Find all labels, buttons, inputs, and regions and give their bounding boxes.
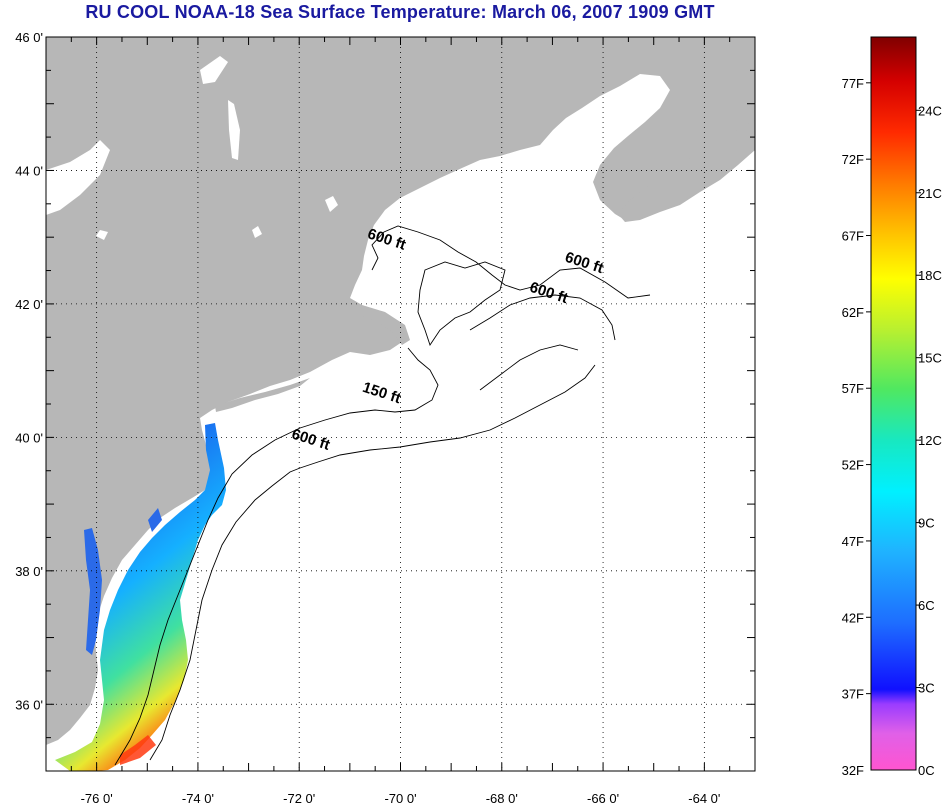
contour-gulf-basin bbox=[417, 261, 506, 347]
contour-600ft-shelf bbox=[149, 364, 596, 761]
colorbar-label-c: 15C bbox=[918, 351, 942, 366]
lake-champlain bbox=[228, 100, 240, 160]
land-nova-scotia bbox=[618, 120, 755, 222]
lat-tick-label: 40 0' bbox=[15, 430, 43, 445]
sst-warm-core bbox=[120, 735, 156, 765]
map-title: RU COOL NOAA-18 Sea Surface Temperature:… bbox=[85, 2, 715, 22]
lon-tick-label: -70 0' bbox=[384, 791, 416, 806]
lake-north bbox=[200, 56, 228, 84]
colorbar-label-f: 62F bbox=[842, 305, 864, 320]
bathymetry-contours bbox=[114, 225, 651, 766]
colorbar-label-c: 3C bbox=[918, 681, 935, 696]
sst-swath bbox=[55, 423, 226, 771]
colorbar-label-c: 9C bbox=[918, 516, 935, 531]
land-long-island bbox=[215, 378, 310, 412]
colorbar-fahrenheit-labels: 77F 72F 67F 62F 57F 52F 47F 42F 37F 32F bbox=[842, 76, 864, 778]
lat-tick-label: 42 0' bbox=[15, 297, 43, 312]
colorbar-label-c: 21C bbox=[918, 186, 942, 201]
axis-ticks bbox=[45, 36, 756, 772]
delaware-bay bbox=[148, 508, 162, 532]
lon-tick-label: -64 0' bbox=[688, 791, 720, 806]
colorbar-label-f: 67F bbox=[842, 229, 864, 244]
lon-tick-label: -76 0' bbox=[81, 791, 113, 806]
lake-winnipesaukee bbox=[252, 226, 262, 238]
lat-axis-labels: 46 0' 44 0' 42 0' 40 0' 38 0' 36 0' bbox=[15, 30, 43, 712]
contour-600ft-inner bbox=[469, 294, 616, 341]
lon-tick-label: -74 0' bbox=[182, 791, 214, 806]
colorbar-label-f: 77F bbox=[842, 76, 864, 91]
colorbar-label-c: 6C bbox=[918, 598, 935, 613]
lake-moosehead bbox=[325, 196, 338, 212]
colorbar-celsius-labels: 24C 21C 18C 15C 12C 9C 6C 3C 0C bbox=[918, 103, 942, 778]
chesapeake-bay bbox=[84, 528, 102, 655]
colorbar-label-c: 0C bbox=[918, 763, 935, 778]
map-area bbox=[46, 37, 755, 771]
colorbar: 77F 72F 67F 62F 57F 52F 47F 42F 37F 32F 24C 21C 18C… bbox=[842, 36, 942, 778]
contour-georges bbox=[479, 344, 579, 391]
colorbar-label-f: 57F bbox=[842, 381, 864, 396]
colorbar-label-f: 47F bbox=[842, 534, 864, 549]
contour-600ft-gulf bbox=[371, 225, 651, 299]
lon-tick-label: -68 0' bbox=[486, 791, 518, 806]
colorbar-gradient bbox=[870, 36, 917, 771]
lake-east bbox=[96, 230, 108, 240]
colorbar-ticks bbox=[866, 82, 921, 695]
land-cape-cod bbox=[362, 305, 410, 345]
colorbar-label-c: 24C bbox=[918, 103, 942, 118]
colorbar-label-f: 52F bbox=[842, 458, 864, 473]
lake-ontario bbox=[46, 140, 110, 215]
grid-lines bbox=[46, 37, 755, 771]
land-mainland bbox=[46, 37, 755, 745]
lon-tick-label: -66 0' bbox=[587, 791, 619, 806]
lat-tick-label: 38 0' bbox=[15, 564, 43, 579]
colorbar-label-f: 32F bbox=[842, 763, 864, 778]
lat-tick-label: 44 0' bbox=[15, 163, 43, 178]
colorbar-label-c: 18C bbox=[918, 268, 942, 283]
contour-150ft bbox=[114, 347, 439, 766]
lon-axis-labels: -76 0' -74 0' -72 0' -70 0' -68 0' -66 0' -64 … bbox=[81, 791, 721, 806]
lat-tick-label: 46 0' bbox=[15, 30, 43, 45]
colorbar-label-c: 12C bbox=[918, 433, 942, 448]
lon-tick-label: -72 0' bbox=[283, 791, 315, 806]
colorbar-label-f: 72F bbox=[842, 152, 864, 167]
colorbar-label-f: 37F bbox=[842, 687, 864, 702]
lat-tick-label: 36 0' bbox=[15, 697, 43, 712]
colorbar-label-f: 42F bbox=[842, 610, 864, 625]
